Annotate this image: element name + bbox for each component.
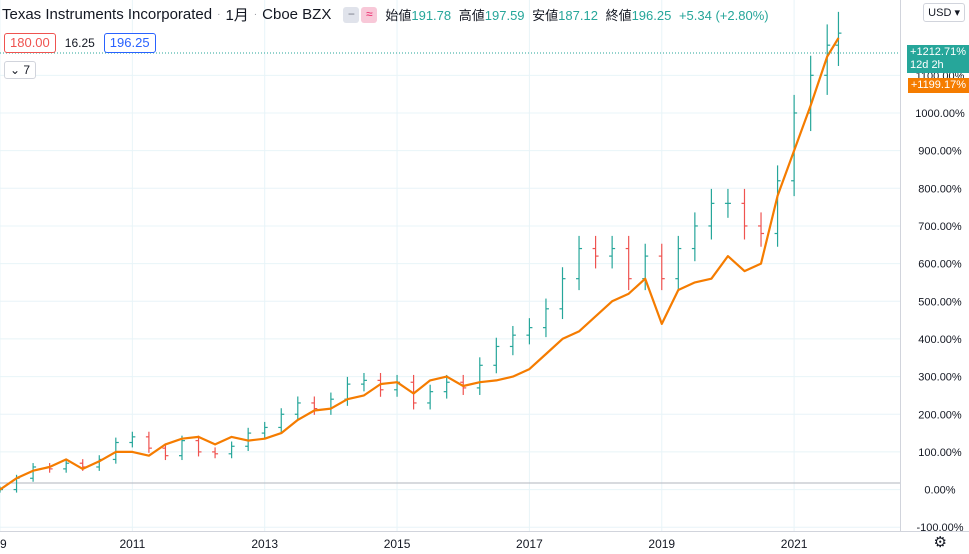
x-tick-label: 2015 <box>384 537 411 551</box>
ohlc-bar <box>360 372 367 392</box>
main-price-tag: +1212.71% 12d 2h <box>907 45 969 73</box>
ohlc-bar <box>708 188 715 240</box>
y-tick-label: 900.00% <box>918 146 962 158</box>
ohlc-bar <box>245 427 252 452</box>
chevron-down-icon: ▾ <box>954 7 960 19</box>
ohlc-bar <box>758 212 765 247</box>
y-tick-label: 100.00% <box>918 447 962 459</box>
ohlc-bar <box>261 421 268 439</box>
ohlc-bars <box>0 11 842 493</box>
y-tick-label: 500.00% <box>918 296 962 308</box>
ohlc-bar <box>294 396 301 421</box>
compare-price-tag: +1199.17% <box>907 78 969 93</box>
ohlc-bar <box>592 235 599 269</box>
spread-value: 16.25 <box>64 36 95 50</box>
ohlc-bar <box>394 374 401 397</box>
x-tick-label: 2019 <box>648 537 675 551</box>
indicators-toggle[interactable]: ⌄ 7 <box>4 61 37 79</box>
chevron-down-icon: ⌄ <box>10 63 21 77</box>
bid-ask-row: 180.00 16.25 196.25 <box>4 33 156 53</box>
comparison-line-path <box>0 37 840 491</box>
y-tick-label: 800.00% <box>918 183 962 195</box>
y-tick-label: 0.00% <box>924 485 955 497</box>
x-tick-label: 2013 <box>251 537 278 551</box>
ohlc-bar <box>609 235 616 269</box>
ohlc-bar <box>724 188 731 218</box>
ohlc-bar <box>658 243 665 291</box>
ohlc-bar <box>129 431 136 448</box>
ohlc-bar <box>791 94 798 197</box>
ohlc-bar <box>509 325 516 356</box>
ohlc-bar <box>63 459 70 473</box>
ohlc-bar <box>542 298 549 338</box>
y-tick-label: 400.00% <box>918 334 962 346</box>
ohlc-bar <box>807 55 814 132</box>
interval-label[interactable]: 1月 <box>225 7 249 24</box>
ohlc-bar <box>427 384 434 410</box>
ohlc-bar <box>278 408 285 433</box>
ohlc-bar <box>195 435 202 457</box>
x-tick-label: 9 <box>0 537 7 551</box>
ohlc-values: 始値191.78 高値197.59 安値187.12 終値196.25 +5.3… <box>385 8 769 23</box>
y-tick-label: 1000.00% <box>915 108 965 120</box>
minus-icon[interactable]: − <box>343 6 360 23</box>
ohlc-bar <box>228 441 235 459</box>
ohlc-bar <box>145 431 152 453</box>
ohlc-bar <box>774 165 781 247</box>
ohlc-bar <box>30 463 37 482</box>
change-value: +5.34 (+2.80%) <box>678 8 769 23</box>
ohlc-bar <box>476 357 483 395</box>
ohlc-bar <box>741 188 748 240</box>
y-tick-label: 600.00% <box>918 259 962 271</box>
ohlc-bar <box>625 235 632 291</box>
ohlc-bar <box>112 437 119 464</box>
ohlc-bar <box>559 267 566 320</box>
gear-icon[interactable]: ⚙ <box>933 534 947 551</box>
buy-button[interactable]: 196.25 <box>103 33 156 53</box>
exchange-label: Cboe BZX <box>262 6 332 23</box>
y-tick-label: 700.00% <box>918 221 962 233</box>
x-tick-label: 2021 <box>781 537 808 551</box>
ohlc-bar <box>443 374 450 399</box>
time-axis[interactable]: 9 2011 2013 2015 2017 2019 2021 <box>0 537 808 551</box>
ohlc-bar <box>327 392 334 415</box>
comparison-line <box>0 37 840 491</box>
y-tick-label: -100.00% <box>916 522 963 534</box>
grid-lines <box>0 0 900 531</box>
y-tick-label: 300.00% <box>918 372 962 384</box>
ohlc-bar <box>162 443 169 461</box>
x-tick-label: 2011 <box>119 537 145 551</box>
approx-icon[interactable]: ≈ <box>361 6 378 23</box>
y-tick-label: 200.00% <box>918 409 962 421</box>
price-axis[interactable]: -100.00% 0.00% 100.00% 200.00% 300.00% 400.00… <box>915 70 965 534</box>
ohlc-bar <box>212 447 219 459</box>
x-tick-label: 2017 <box>516 537 543 551</box>
bar-countdown: 12d 2h <box>910 59 944 71</box>
ohlc-bar <box>526 318 533 345</box>
ohlc-bar <box>311 396 318 415</box>
ohlc-bar <box>576 235 583 291</box>
ohlc-bar <box>675 235 682 291</box>
sell-button[interactable]: 180.00 <box>4 33 56 53</box>
ohlc-bar <box>493 337 500 374</box>
currency-select[interactable]: USD ▾ <box>923 3 965 22</box>
ohlc-bar <box>691 212 698 262</box>
legend-header: Texas Instruments Incorporated · 1月 · Cb… <box>2 4 773 25</box>
symbol-name[interactable]: Texas Instruments Incorporated <box>2 6 213 23</box>
